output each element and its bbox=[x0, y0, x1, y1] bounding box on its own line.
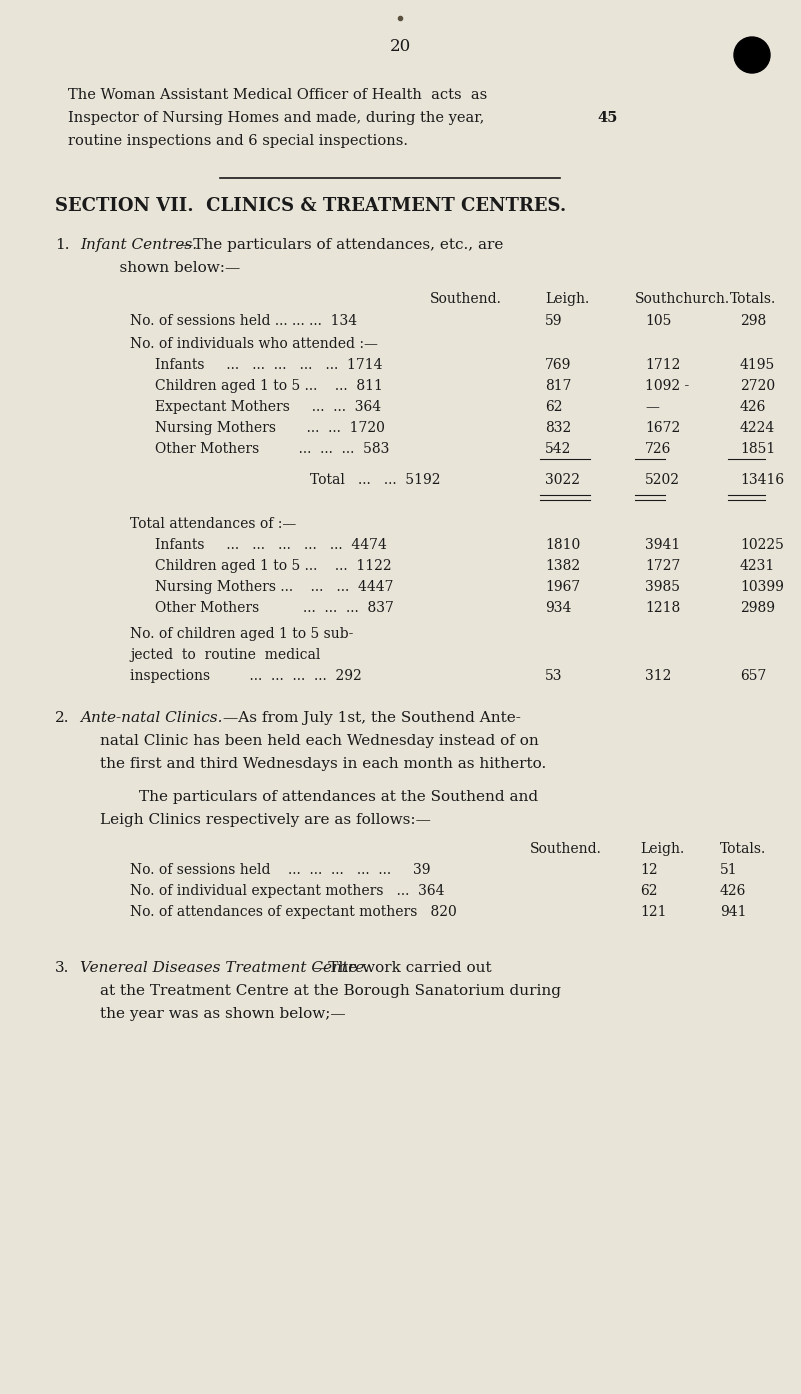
Text: 10399: 10399 bbox=[740, 580, 784, 594]
Text: the first and third Wednesdays in each month as hitherto.: the first and third Wednesdays in each m… bbox=[100, 757, 546, 771]
Text: Nursing Mothers ...    ...   ...  4447: Nursing Mothers ... ... ... 4447 bbox=[155, 580, 393, 594]
Text: Inspector of Nursing Homes and made, during the year,: Inspector of Nursing Homes and made, dur… bbox=[68, 112, 493, 125]
Text: 53: 53 bbox=[545, 669, 562, 683]
Text: at the Treatment Centre at the Borough Sanatorium during: at the Treatment Centre at the Borough S… bbox=[100, 984, 561, 998]
Text: 5202: 5202 bbox=[645, 473, 680, 487]
Text: Southend.: Southend. bbox=[430, 291, 502, 307]
Text: Infant Centres.: Infant Centres. bbox=[80, 238, 197, 252]
Text: Leigh.: Leigh. bbox=[545, 291, 590, 307]
Text: 426: 426 bbox=[740, 400, 767, 414]
Text: No. of children aged 1 to 5 sub-: No. of children aged 1 to 5 sub- bbox=[130, 627, 353, 641]
Text: 3022: 3022 bbox=[545, 473, 580, 487]
Circle shape bbox=[734, 38, 770, 72]
Text: 2989: 2989 bbox=[740, 601, 775, 615]
Text: 20: 20 bbox=[390, 38, 411, 54]
Text: Totals.: Totals. bbox=[720, 842, 767, 856]
Text: 12: 12 bbox=[640, 863, 658, 877]
Text: 4224: 4224 bbox=[740, 421, 775, 435]
Text: 1727: 1727 bbox=[645, 559, 680, 573]
Text: 1672: 1672 bbox=[645, 421, 680, 435]
Text: —The particulars of attendances, etc., are: —The particulars of attendances, etc., a… bbox=[178, 238, 503, 252]
Text: 4231: 4231 bbox=[740, 559, 775, 573]
Text: 1851: 1851 bbox=[740, 442, 775, 456]
Text: —: — bbox=[645, 400, 659, 414]
Text: —As from July 1st, the Southend Ante-: —As from July 1st, the Southend Ante- bbox=[223, 711, 521, 725]
Text: 3.: 3. bbox=[55, 960, 70, 974]
Text: 1712: 1712 bbox=[645, 358, 680, 372]
Text: the year was as shown below;—: the year was as shown below;— bbox=[100, 1006, 345, 1020]
Text: natal Clinic has been held each Wednesday instead of on: natal Clinic has been held each Wednesda… bbox=[100, 735, 539, 749]
Text: 3985: 3985 bbox=[645, 580, 680, 594]
Text: —The work carried out: —The work carried out bbox=[313, 960, 492, 974]
Text: 941: 941 bbox=[720, 905, 747, 919]
Text: 1218: 1218 bbox=[645, 601, 680, 615]
Text: Leigh.: Leigh. bbox=[640, 842, 684, 856]
Text: Other Mothers          ...  ...  ...  837: Other Mothers ... ... ... 837 bbox=[155, 601, 394, 615]
Text: Leigh Clinics respectively are as follows:—: Leigh Clinics respectively are as follow… bbox=[100, 813, 431, 827]
Text: 1.: 1. bbox=[55, 238, 70, 252]
Text: 312: 312 bbox=[645, 669, 671, 683]
Text: The particulars of attendances at the Southend and: The particulars of attendances at the So… bbox=[100, 790, 538, 804]
Text: 2720: 2720 bbox=[740, 379, 775, 393]
Text: 726: 726 bbox=[645, 442, 671, 456]
Text: No. of individual expectant mothers   ...  364: No. of individual expectant mothers ... … bbox=[130, 884, 445, 898]
Text: inspections         ...  ...  ...  ...  292: inspections ... ... ... ... 292 bbox=[130, 669, 362, 683]
Text: jected  to  routine  medical: jected to routine medical bbox=[130, 648, 320, 662]
Text: 62: 62 bbox=[545, 400, 562, 414]
Text: 45: 45 bbox=[597, 112, 618, 125]
Text: routine inspections and 6 special inspections.: routine inspections and 6 special inspec… bbox=[68, 134, 408, 148]
Text: 105: 105 bbox=[645, 314, 671, 328]
Text: SECTION VII.  CLINICS & TREATMENT CENTRES.: SECTION VII. CLINICS & TREATMENT CENTRES… bbox=[55, 197, 566, 215]
Text: 2.: 2. bbox=[55, 711, 70, 725]
Text: Infants     ...   ...  ...   ...   ...  1714: Infants ... ... ... ... ... 1714 bbox=[155, 358, 383, 372]
Text: 1092 -: 1092 - bbox=[645, 379, 689, 393]
Text: Ante-natal Clinics.: Ante-natal Clinics. bbox=[80, 711, 223, 725]
Text: Other Mothers         ...  ...  ...  583: Other Mothers ... ... ... 583 bbox=[155, 442, 389, 456]
Text: 3941: 3941 bbox=[645, 538, 680, 552]
Text: Southchurch.: Southchurch. bbox=[635, 291, 731, 307]
Text: Infants     ...   ...   ...   ...   ...  4474: Infants ... ... ... ... ... 4474 bbox=[155, 538, 387, 552]
Text: Southend.: Southend. bbox=[530, 842, 602, 856]
Text: Children aged 1 to 5 ...    ...  1122: Children aged 1 to 5 ... ... 1122 bbox=[155, 559, 392, 573]
Text: 298: 298 bbox=[740, 314, 767, 328]
Text: Total   ...   ...  5192: Total ... ... 5192 bbox=[310, 473, 441, 487]
Text: 1382: 1382 bbox=[545, 559, 580, 573]
Text: 13416: 13416 bbox=[740, 473, 784, 487]
Text: No. of attendances of expectant mothers   820: No. of attendances of expectant mothers … bbox=[130, 905, 457, 919]
Text: 62: 62 bbox=[640, 884, 658, 898]
Text: 51: 51 bbox=[720, 863, 738, 877]
Text: Children aged 1 to 5 ...    ...  811: Children aged 1 to 5 ... ... 811 bbox=[155, 379, 383, 393]
Text: 657: 657 bbox=[740, 669, 767, 683]
Text: 426: 426 bbox=[720, 884, 747, 898]
Text: 59: 59 bbox=[545, 314, 562, 328]
Text: 934: 934 bbox=[545, 601, 571, 615]
Text: 542: 542 bbox=[545, 442, 571, 456]
Text: shown below:—: shown below:— bbox=[100, 261, 240, 275]
Text: No. of sessions held ... ... ...  134: No. of sessions held ... ... ... 134 bbox=[130, 314, 357, 328]
Text: 121: 121 bbox=[640, 905, 666, 919]
Text: Total attendances of :—: Total attendances of :— bbox=[130, 517, 296, 531]
Text: 1967: 1967 bbox=[545, 580, 580, 594]
Text: Nursing Mothers       ...  ...  1720: Nursing Mothers ... ... 1720 bbox=[155, 421, 384, 435]
Text: 1810: 1810 bbox=[545, 538, 580, 552]
Text: 769: 769 bbox=[545, 358, 571, 372]
Text: Totals.: Totals. bbox=[730, 291, 776, 307]
Text: No. of sessions held    ...  ...  ...   ...  ...     39: No. of sessions held ... ... ... ... ...… bbox=[130, 863, 430, 877]
Text: Expectant Mothers     ...  ...  364: Expectant Mothers ... ... 364 bbox=[155, 400, 381, 414]
Text: 4195: 4195 bbox=[740, 358, 775, 372]
Text: 832: 832 bbox=[545, 421, 571, 435]
Text: The Woman Assistant Medical Officer of Health  acts  as: The Woman Assistant Medical Officer of H… bbox=[68, 88, 487, 102]
Text: 10225: 10225 bbox=[740, 538, 784, 552]
Text: No. of individuals who attended :—: No. of individuals who attended :— bbox=[130, 337, 378, 351]
Text: Venereal Diseases Treatment Centre.: Venereal Diseases Treatment Centre. bbox=[80, 960, 369, 974]
Text: 817: 817 bbox=[545, 379, 571, 393]
